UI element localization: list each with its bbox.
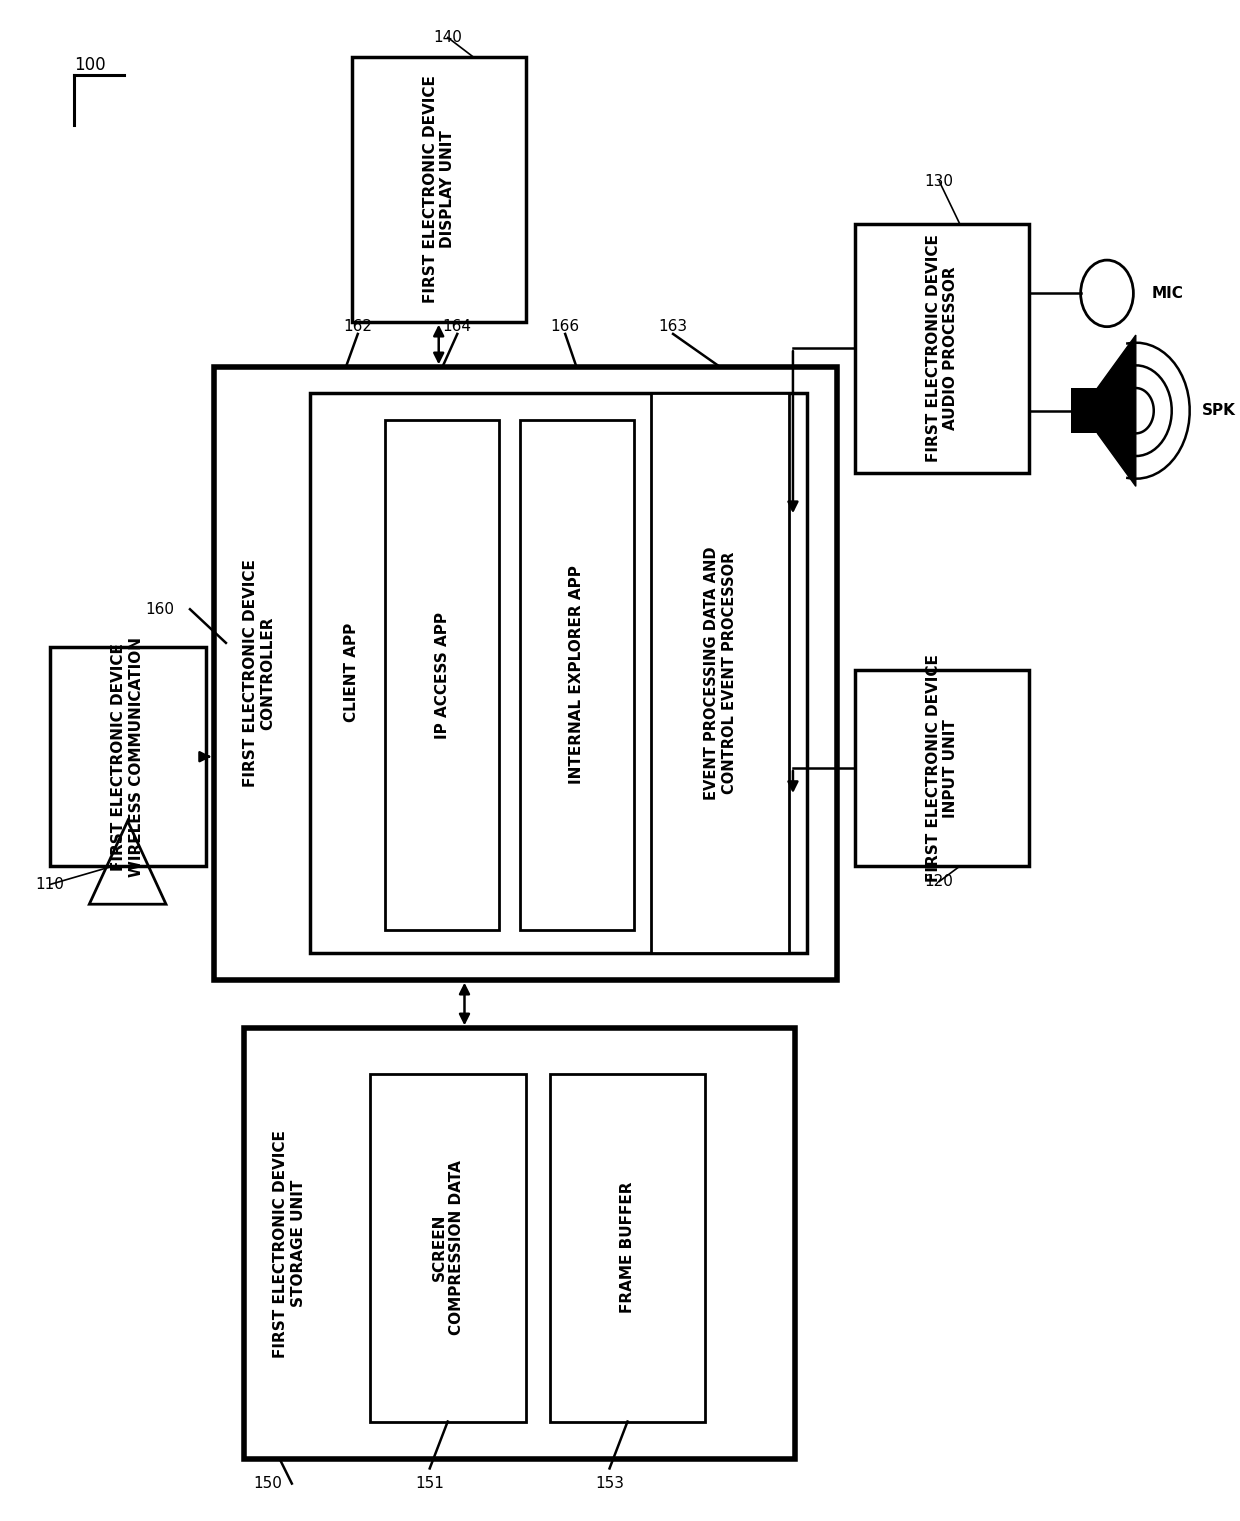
- Text: 110: 110: [35, 878, 64, 891]
- Text: 164: 164: [443, 319, 471, 335]
- FancyBboxPatch shape: [1071, 388, 1097, 433]
- Text: FIRST ELECTRONIC DEVICE
STORAGE UNIT: FIRST ELECTRONIC DEVICE STORAGE UNIT: [273, 1130, 306, 1358]
- Text: SPK: SPK: [1202, 403, 1235, 418]
- Text: 166: 166: [551, 319, 580, 335]
- Text: FIRST ELECTRONIC DEVICE
AUDIO PROCESSOR: FIRST ELECTRONIC DEVICE AUDIO PROCESSOR: [926, 234, 959, 462]
- Text: SCREEN
COMPRESSION DATA: SCREEN COMPRESSION DATA: [432, 1161, 464, 1335]
- FancyBboxPatch shape: [310, 392, 807, 952]
- Text: 153: 153: [595, 1475, 624, 1491]
- Text: 100: 100: [73, 56, 105, 73]
- Text: 140: 140: [433, 30, 463, 46]
- Text: 130: 130: [925, 173, 954, 189]
- FancyBboxPatch shape: [651, 392, 790, 952]
- Text: 120: 120: [925, 875, 954, 888]
- Text: FIRST ELECTRONIC DEVICE
WIRELESS COMMUNICATION: FIRST ELECTRONIC DEVICE WIRELESS COMMUNI…: [112, 637, 144, 876]
- Text: MIC: MIC: [1152, 286, 1183, 301]
- Text: 151: 151: [415, 1475, 444, 1491]
- Text: 163: 163: [658, 319, 688, 335]
- FancyBboxPatch shape: [549, 1074, 706, 1422]
- Text: INTERNAL EXPLORER APP: INTERNAL EXPLORER APP: [569, 566, 584, 785]
- Text: IP ACCESS APP: IP ACCESS APP: [435, 611, 450, 739]
- FancyBboxPatch shape: [244, 1028, 795, 1459]
- Polygon shape: [1097, 335, 1136, 487]
- FancyBboxPatch shape: [520, 420, 634, 929]
- FancyBboxPatch shape: [386, 420, 500, 929]
- FancyBboxPatch shape: [856, 669, 1029, 867]
- FancyBboxPatch shape: [370, 1074, 526, 1422]
- FancyBboxPatch shape: [856, 224, 1029, 473]
- Text: FIRST ELECTRONIC DEVICE
DISPLAY UNIT: FIRST ELECTRONIC DEVICE DISPLAY UNIT: [423, 76, 455, 303]
- Text: EVENT PROCESSING DATA AND
CONTROL EVENT PROCESSOR: EVENT PROCESSING DATA AND CONTROL EVENT …: [704, 546, 737, 800]
- Text: 160: 160: [145, 602, 175, 616]
- Text: FIRST ELECTRONIC DEVICE
INPUT UNIT: FIRST ELECTRONIC DEVICE INPUT UNIT: [926, 654, 959, 882]
- Text: 150: 150: [253, 1475, 283, 1491]
- FancyBboxPatch shape: [50, 646, 206, 867]
- Text: FIRST ELECTRONIC DEVICE
CONTROLLER: FIRST ELECTRONIC DEVICE CONTROLLER: [243, 560, 275, 788]
- FancyBboxPatch shape: [215, 367, 837, 980]
- FancyBboxPatch shape: [352, 58, 526, 322]
- Text: 162: 162: [343, 319, 372, 335]
- Text: CLIENT APP: CLIENT APP: [345, 624, 360, 722]
- Text: FRAME BUFFER: FRAME BUFFER: [620, 1182, 635, 1313]
